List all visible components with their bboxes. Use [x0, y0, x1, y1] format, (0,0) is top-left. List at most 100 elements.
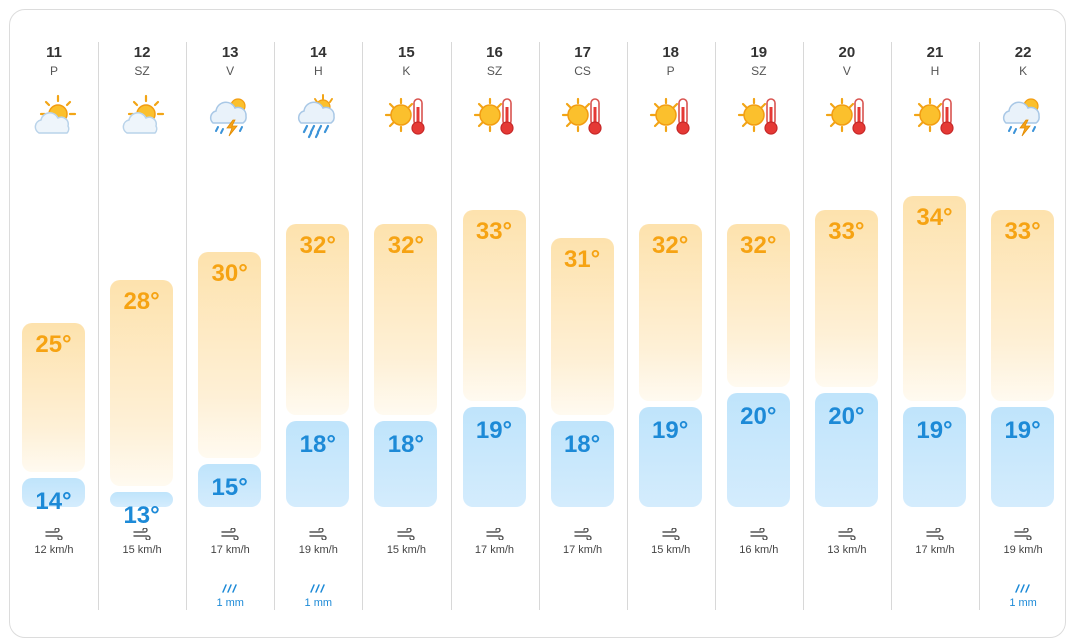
rain-icon — [1013, 580, 1033, 593]
high-temp-label: 34° — [916, 203, 953, 231]
low-temp-bar: 15° — [198, 463, 262, 507]
day-weekday: H — [313, 64, 323, 78]
forecast-day[interactable]: 20 V 33° 20° 13 km/h — [802, 10, 891, 639]
day-date: 20 — [838, 44, 856, 61]
day-weekday: P — [666, 64, 675, 78]
precipitation-amount: 1 mm — [216, 597, 244, 609]
precipitation-amount: 1 mm — [1009, 597, 1037, 609]
wind-icon — [838, 527, 856, 541]
thunderstorm-icon — [1000, 93, 1046, 139]
wind-speed: 15 km/h — [122, 544, 162, 556]
low-temp-label: 19° — [475, 417, 513, 445]
forecast-day[interactable]: 14 H 32° 18° 19 km/h 1 mm — [274, 10, 362, 639]
day-weekday: CS — [574, 64, 591, 78]
low-temp-bar: 19° — [991, 407, 1055, 507]
forecast-day[interactable]: 18 P 32° 19° 15 km/h — [626, 10, 715, 639]
day-date: 17 — [574, 44, 591, 61]
high-temp-bar: 32° — [374, 224, 438, 416]
day-date: 11 — [46, 44, 62, 61]
high-temp-bar: 28° — [110, 280, 174, 486]
wind-speed: 17 km/h — [210, 544, 250, 556]
wind-speed: 19 km/h — [1003, 544, 1043, 556]
day-date: 19 — [750, 44, 768, 61]
hot-sun-icon — [560, 93, 606, 139]
low-temp-bar: 18° — [550, 421, 614, 507]
wind-icon — [309, 527, 327, 541]
low-temp-label: 18° — [387, 431, 425, 459]
wind-speed: 16 km/h — [739, 544, 779, 556]
wind-speed: 15 km/h — [386, 544, 426, 556]
low-temp-label: 13° — [123, 501, 160, 529]
low-temp-bar: 13° — [110, 491, 174, 529]
forecast-day[interactable]: 21 H 34° 19° 17 km/h — [891, 10, 979, 639]
low-temp-bar: 20° — [726, 393, 790, 507]
forecast-day[interactable]: 17 CS 31° 18° 17 km/h — [538, 10, 627, 639]
forecast-day[interactable]: 13 V 30° 15° 17 km/h 1 mm — [186, 10, 274, 639]
column-divider — [362, 42, 364, 610]
forecast-day[interactable]: 16 SZ 33° 19° 17 km/h — [450, 10, 539, 639]
day-weekday: SZ — [134, 64, 150, 78]
forecast-day[interactable]: 11 P 25° 14° 12 km/h — [10, 10, 98, 639]
wind-speed: 19 km/h — [298, 544, 338, 556]
wind-icon — [221, 527, 239, 541]
hot-sun-icon — [912, 93, 958, 139]
low-temp-bar: 18° — [374, 421, 438, 507]
low-temp-label: 19° — [652, 417, 689, 445]
high-temp-bar: 33° — [462, 209, 526, 402]
day-date: 14 — [309, 44, 327, 61]
high-temp-label: 33° — [1004, 217, 1041, 245]
wind-icon — [133, 527, 151, 541]
wind-icon — [573, 527, 592, 541]
hot-sun-icon — [824, 93, 870, 139]
wind-icon — [1014, 527, 1032, 541]
low-temp-label: 20° — [740, 403, 777, 431]
forecast-day[interactable]: 12 SZ 28° 13° 15 km/h — [98, 10, 186, 639]
day-weekday: V — [842, 64, 851, 78]
wind-speed: 17 km/h — [915, 544, 955, 556]
wind-icon — [397, 527, 416, 541]
low-temp-label: 19° — [1004, 417, 1041, 445]
low-temp-bar: 19° — [638, 407, 702, 507]
column-divider — [802, 42, 804, 610]
forecast-day[interactable]: 15 K 32° 18° 15 km/h — [362, 10, 450, 639]
rain-icon — [220, 580, 240, 593]
rain-icon — [308, 580, 328, 593]
forecast-day[interactable]: 22 K 33° 19° 19 km/h 1 mm — [979, 10, 1067, 639]
wind-speed: 15 km/h — [651, 544, 691, 556]
column-divider — [714, 42, 716, 610]
high-temp-label: 25° — [35, 330, 72, 358]
high-temp-label: 32° — [387, 232, 425, 259]
wind-speed: 13 km/h — [827, 544, 867, 556]
high-temp-bar: 31° — [550, 238, 614, 416]
forecast-day[interactable]: 19 SZ 32° 20° 16 km/h — [714, 10, 803, 639]
day-date: 12 — [133, 44, 151, 61]
day-date: 22 — [1014, 44, 1032, 61]
day-date: 13 — [221, 44, 239, 61]
high-temp-label: 31° — [563, 246, 601, 274]
column-divider — [98, 42, 100, 610]
low-temp-label: 18° — [299, 431, 336, 459]
high-temp-label: 32° — [652, 232, 689, 259]
day-date: 16 — [486, 44, 503, 61]
day-weekday: K — [402, 64, 411, 78]
low-temp-bar: 19° — [462, 407, 526, 507]
high-temp-label: 30° — [211, 260, 248, 288]
hot-sun-icon — [383, 93, 429, 139]
column-divider — [274, 42, 276, 610]
day-weekday: K — [1019, 64, 1028, 78]
day-weekday: SZ — [486, 64, 503, 78]
high-temp-bar: 30° — [198, 252, 262, 458]
column-divider — [450, 42, 452, 610]
day-date: 15 — [398, 44, 415, 61]
high-temp-bar: 32° — [286, 224, 350, 416]
high-temp-bar: 33° — [814, 209, 878, 388]
wind-speed: 17 km/h — [563, 544, 603, 556]
low-temp-bar: 14° — [22, 477, 85, 515]
high-temp-label: 32° — [740, 232, 777, 259]
high-temp-label: 33° — [475, 217, 513, 245]
high-temp-label: 28° — [123, 288, 160, 316]
column-divider — [891, 42, 892, 610]
high-temp-label: 33° — [828, 217, 865, 245]
day-date: 21 — [926, 44, 944, 61]
wind-icon — [485, 527, 504, 541]
